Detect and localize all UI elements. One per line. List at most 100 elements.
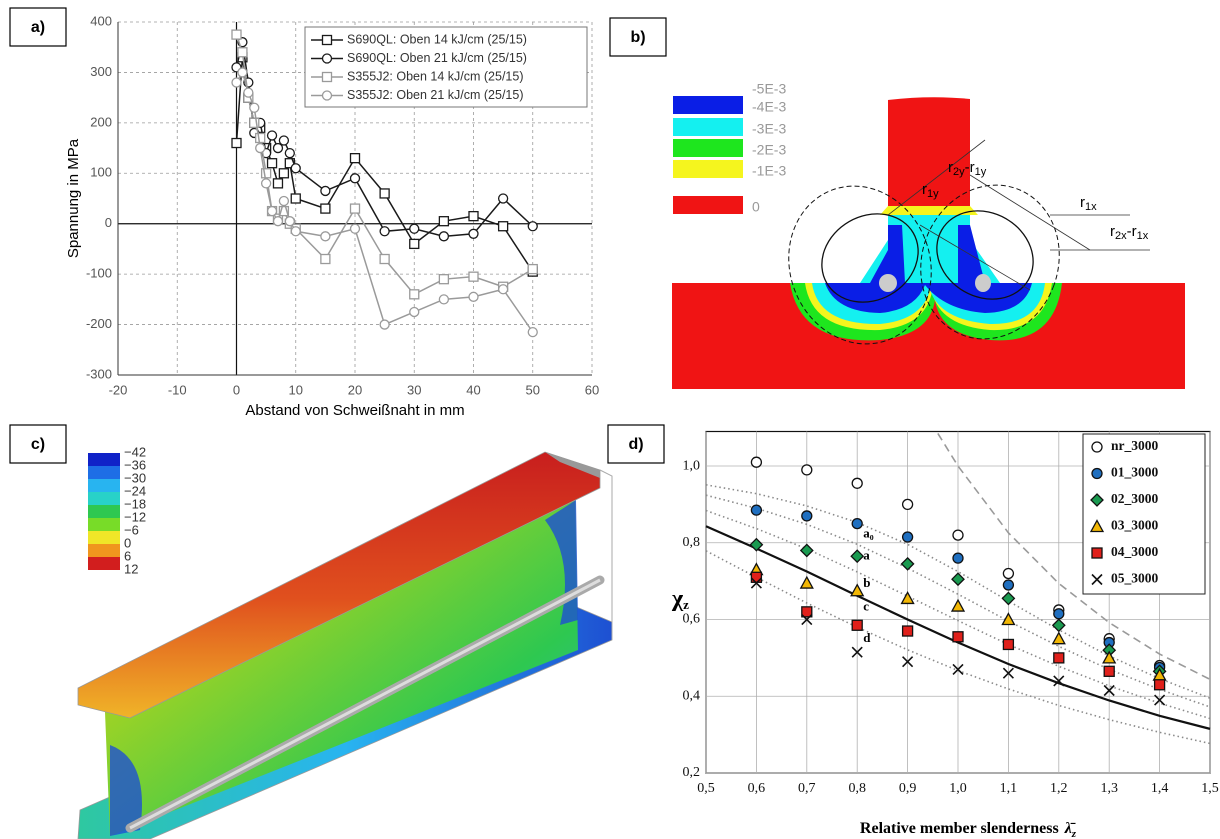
curve [705, 550, 1211, 745]
legend-label: 0 [124, 535, 131, 550]
legend-label: 0 [752, 199, 760, 215]
legend-label: nr_3000 [1111, 438, 1159, 453]
annotation: r2x-r1x [1110, 223, 1149, 242]
legend-swatch [673, 118, 743, 136]
marker [851, 517, 863, 530]
marker [349, 153, 361, 164]
curve-label: a₀ [863, 525, 874, 540]
annotation: r1x [1080, 194, 1097, 213]
x-tick-label: 0,7 [798, 781, 816, 796]
legend-label: −24 [124, 483, 146, 498]
marker [379, 253, 390, 265]
marker [321, 71, 333, 83]
panel-label: d) [628, 436, 643, 453]
legend-swatch [88, 466, 120, 479]
beam-model [77, 451, 613, 839]
annotation-part: 1y [975, 166, 987, 178]
annotation-part: 1x [1085, 201, 1097, 213]
x-tick-label: 0,6 [748, 781, 766, 796]
panel-label-box [607, 424, 665, 464]
marker [801, 613, 813, 626]
marker [278, 205, 290, 217]
marker [438, 216, 450, 227]
marker [1153, 679, 1166, 691]
annotation-part: r [1110, 223, 1115, 240]
marker [901, 498, 914, 511]
marker [1154, 694, 1166, 706]
curve-label: d [863, 630, 871, 645]
marker [952, 663, 964, 675]
marker [527, 221, 538, 232]
marker [379, 226, 390, 237]
marker [850, 549, 865, 564]
annotation: r1y [922, 181, 939, 200]
chart: -20 -10 0 10 20 30 40 50 60-300-200-100010020030… [65, 13, 599, 419]
legend-swatch [673, 96, 743, 114]
marker [527, 263, 538, 275]
marker [272, 178, 284, 189]
x-tick-label: 0 [233, 382, 240, 397]
marker [1001, 591, 1016, 606]
marker [851, 646, 863, 658]
x-axis-title: Relative member slenderness λ̄z [860, 820, 1077, 839]
legend-label: 03_3000 [1111, 518, 1159, 533]
curve [705, 509, 1211, 720]
x-tick-label: 1,5 [1201, 781, 1219, 796]
legend-label: S690QL: Oben 14 kJ/cm (25/15) [347, 32, 527, 46]
legend-swatch [88, 531, 120, 544]
legend-box [1082, 433, 1206, 595]
x-tick-label: 0,5 [697, 781, 715, 796]
legend-swatch [88, 518, 120, 531]
marker [1002, 579, 1015, 591]
marker [349, 223, 361, 234]
marker [1089, 519, 1105, 533]
marker [266, 130, 278, 141]
annotation-part: 2x [1115, 230, 1127, 242]
legend-label: -2E-3 [752, 142, 786, 158]
marker [260, 178, 272, 189]
legend-label: -3E-3 [752, 121, 786, 137]
marker [438, 274, 450, 285]
marker [1002, 638, 1015, 651]
y-tick-label: 1,0 [683, 458, 701, 473]
legend-label: −30 [124, 470, 146, 485]
marker [243, 87, 254, 98]
weld-section [672, 97, 1185, 389]
x-tick-label: 1,0 [949, 781, 967, 796]
marker [278, 195, 290, 207]
marker [1091, 441, 1103, 453]
marker [320, 231, 331, 242]
chart: 0,5 0,6 0,7 0,8 0,9 1,0 1,1 1,2 1,3 1,4 1,5 0,2 0,4 0… [671, 430, 1219, 839]
marker [902, 656, 914, 668]
marker [497, 284, 509, 295]
marker [851, 619, 863, 631]
x-axis-sub: z [1071, 828, 1077, 839]
legend-swatch [88, 453, 120, 466]
panel-label-box [9, 424, 67, 464]
curve [705, 484, 1211, 699]
marker [952, 631, 964, 643]
legend-label: 12 [124, 561, 138, 576]
x-tick-label: 30 [407, 382, 421, 397]
marker [1090, 493, 1104, 507]
legend-swatch [88, 505, 120, 518]
marker [278, 135, 290, 146]
legend-swatch [88, 479, 120, 492]
marker [1002, 667, 1014, 679]
marker [237, 47, 248, 58]
legend-label: −12 [124, 509, 146, 524]
legend-swatch [88, 544, 120, 557]
x-tick-label: 1,1 [1000, 781, 1018, 796]
legend-swatch [673, 196, 743, 214]
marker [851, 477, 863, 489]
marker [527, 326, 538, 338]
marker [231, 77, 242, 88]
y-tick-label: 100 [90, 165, 112, 180]
y-tick-label: -100 [86, 266, 112, 281]
curve-label: b [863, 575, 870, 590]
marker [438, 231, 450, 242]
marker [320, 203, 331, 214]
marker [231, 29, 242, 40]
legend-label: -5E-3 [752, 81, 786, 97]
